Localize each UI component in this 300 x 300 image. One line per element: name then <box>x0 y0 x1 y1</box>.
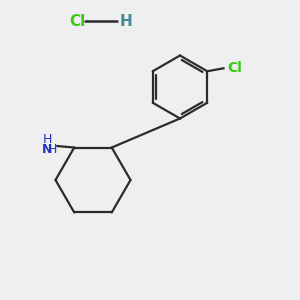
Text: Cl: Cl <box>69 14 85 28</box>
Text: H: H <box>120 14 133 28</box>
Text: H: H <box>48 143 57 156</box>
Text: N: N <box>42 143 52 156</box>
Text: H: H <box>43 133 52 146</box>
Text: Cl: Cl <box>227 61 242 75</box>
